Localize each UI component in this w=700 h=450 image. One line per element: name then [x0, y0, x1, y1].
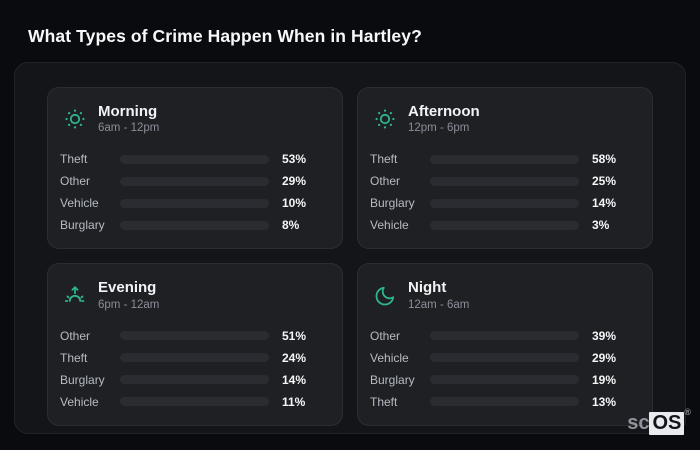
bar-row: Burglary 14% — [370, 192, 636, 214]
bar-track — [430, 154, 579, 164]
bar-label: Vehicle — [60, 196, 99, 211]
bar-list: Theft 53% Other 29% Vehicle 10% Burglary — [60, 148, 326, 236]
scos-watermark: sc OS ® — [627, 408, 691, 435]
bar-list: Other 51% Theft 24% Burglary 14% Vehicle — [60, 325, 326, 413]
bar-track — [430, 176, 579, 186]
dashboard-container: Morning 6am - 12pm Theft 53% Other 29% V… — [14, 62, 686, 434]
bar-value: 3% — [592, 218, 610, 233]
bar-track — [430, 397, 579, 407]
bar-value: 29% — [592, 350, 617, 365]
bar-label: Theft — [60, 152, 88, 167]
bar-label: Burglary — [370, 372, 415, 387]
card-evening-header: Evening 6pm - 12am — [62, 279, 326, 311]
card-title: Evening — [98, 279, 157, 297]
sunset-icon — [62, 283, 88, 309]
bar-label: Other — [370, 328, 401, 343]
card-morning: Morning 6am - 12pm Theft 53% Other 29% V… — [47, 87, 343, 250]
bar-value: 19% — [592, 372, 617, 387]
card-afternoon: Afternoon 12pm - 6pm Theft 58% Other 25%… — [357, 87, 653, 250]
sun-icon — [62, 106, 88, 132]
bar-label: Theft — [370, 152, 398, 167]
watermark-prefix: sc — [627, 412, 650, 434]
sun-icon — [372, 106, 398, 132]
card-title: Afternoon — [408, 103, 480, 120]
bar-value: 8% — [282, 218, 300, 233]
card-title: Night — [408, 279, 447, 297]
moon-icon — [372, 283, 398, 309]
bar-list: Other 39% Vehicle 29% Burglary 19% Theft — [370, 325, 636, 413]
bar-value: 39% — [592, 328, 617, 343]
bar-row: Other 29% — [60, 170, 326, 192]
bar-list: Theft 58% Other 25% Burglary 14% Vehicle — [370, 148, 636, 236]
bar-row: Burglary 8% — [60, 214, 326, 236]
bar-row: Burglary 19% — [370, 369, 636, 391]
bar-row: Theft 24% — [60, 347, 326, 369]
bar-track — [120, 353, 269, 363]
bar-row: Theft 53% — [60, 148, 326, 170]
bar-track — [120, 331, 269, 341]
bar-row: Vehicle 29% — [370, 347, 636, 369]
registered-mark-icon: ® — [684, 407, 691, 417]
watermark-brand: OS — [649, 412, 685, 435]
bar-value: 24% — [282, 350, 307, 365]
bar-row: Vehicle 10% — [60, 192, 326, 214]
bar-value: 10% — [282, 196, 307, 211]
bar-value: 14% — [282, 372, 307, 387]
bar-value: 25% — [592, 174, 617, 189]
bar-row: Other 51% — [60, 325, 326, 347]
card-night: Night 12am - 6am Other 39% Vehicle 29% B… — [357, 263, 653, 426]
card-time-range: 6am - 12pm — [98, 122, 160, 135]
bar-track — [120, 220, 269, 230]
bar-label: Vehicle — [60, 394, 99, 409]
bar-value: 14% — [592, 196, 617, 211]
bar-value: 58% — [592, 152, 617, 167]
bar-value: 11% — [282, 394, 306, 409]
bar-track — [430, 331, 579, 341]
bar-row: Vehicle 3% — [370, 214, 636, 236]
card-time-range: 6pm - 12am — [98, 298, 160, 311]
card-night-header: Night 12am - 6am — [372, 279, 636, 311]
bar-value: 29% — [282, 174, 307, 189]
bar-value: 13% — [592, 394, 617, 409]
bar-label: Theft — [370, 394, 398, 409]
bar-label: Vehicle — [370, 350, 409, 365]
bar-label: Other — [60, 174, 91, 189]
bar-row: Burglary 14% — [60, 369, 326, 391]
bar-label: Theft — [60, 350, 88, 365]
bar-track — [430, 220, 579, 230]
bar-row: Theft 13% — [370, 391, 636, 413]
card-afternoon-header: Afternoon 12pm - 6pm — [372, 103, 636, 135]
card-morning-header: Morning 6am - 12pm — [62, 103, 326, 135]
bar-track — [120, 176, 269, 186]
bar-track — [430, 353, 579, 363]
card-title: Morning — [98, 103, 158, 120]
bar-row: Vehicle 11% — [60, 391, 326, 413]
bar-row: Other 39% — [370, 325, 636, 347]
bar-value: 51% — [282, 328, 307, 343]
bar-track — [120, 375, 269, 385]
card-grid: Morning 6am - 12pm Theft 53% Other 29% V… — [15, 63, 685, 433]
bar-value: 53% — [282, 152, 307, 167]
card-time-range: 12pm - 6pm — [408, 122, 470, 135]
bar-track — [430, 375, 579, 385]
bar-label: Vehicle — [370, 218, 409, 233]
card-evening: Evening 6pm - 12am Other 51% Theft 24% B… — [47, 263, 343, 426]
bar-track — [120, 198, 269, 208]
bar-row: Other 25% — [370, 170, 636, 192]
bar-label: Burglary — [60, 372, 105, 387]
card-time-range: 12am - 6am — [408, 298, 470, 311]
bar-row: Theft 58% — [370, 148, 636, 170]
bar-track — [430, 198, 579, 208]
bar-label: Burglary — [60, 218, 105, 233]
bar-track — [120, 397, 269, 407]
bar-track — [120, 154, 269, 164]
bar-label: Other — [60, 328, 91, 343]
bar-label: Other — [370, 174, 401, 189]
bar-label: Burglary — [370, 196, 415, 211]
page-title: What Types of Crime Happen When in Hartl… — [28, 26, 422, 46]
